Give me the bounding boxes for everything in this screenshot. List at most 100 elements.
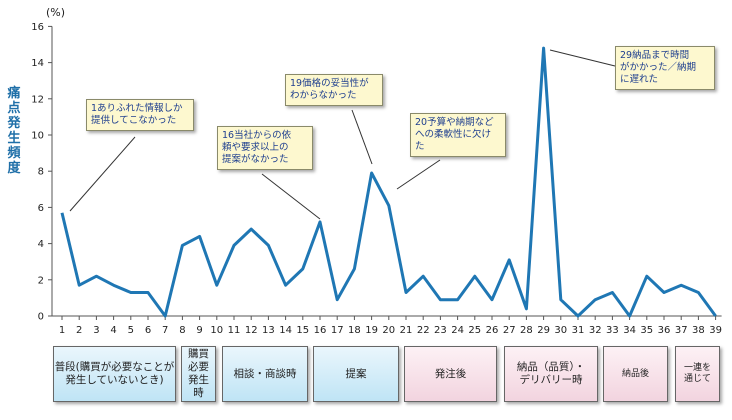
x-tick-label: 38 [692, 325, 705, 336]
x-tick-label: 34 [623, 325, 636, 336]
y-axis-label-char: 頻 [7, 146, 21, 161]
x-tick-label: 10 [210, 325, 223, 336]
callout-box: 19価格の妥当性が わからなかった [285, 74, 383, 106]
x-tick-label: 1 [59, 325, 65, 336]
x-tick-label: 6 [145, 325, 151, 336]
y-tick-label: 6 [38, 203, 44, 214]
x-tick-label: 29 [537, 325, 550, 336]
callout-text-line: 提案がなかった [222, 154, 289, 165]
leader-line [261, 173, 321, 220]
callout-text-line: に遅れた [620, 74, 659, 85]
x-tick-label: 20 [382, 325, 395, 336]
x-tick-label: 4 [110, 325, 116, 336]
callout-text-line: 1ありふれた情報しか [91, 103, 183, 114]
x-tick-label: 3 [93, 325, 99, 336]
x-tick-label: 26 [486, 325, 499, 336]
callout-text-line: 提供してこなかった [91, 115, 177, 126]
leader-line [69, 136, 136, 212]
x-tick-label: 39 [709, 325, 722, 336]
x-tick-label: 11 [228, 325, 241, 336]
callout-text-line: がかかった／納期 [620, 62, 697, 73]
y-tick-label: 2 [38, 275, 44, 286]
y-tick-label: 10 [31, 131, 44, 142]
x-tick-label: 23 [434, 325, 447, 336]
y-tick-label: 16 [31, 22, 44, 33]
y-axis-label-char: 生 [7, 131, 21, 146]
y-tick-label: 12 [31, 94, 44, 105]
callout-text-line: 頼や要求以上の [222, 142, 289, 153]
callout-text-line: た [415, 141, 425, 152]
stage-category-box: 一連を 通じて [675, 346, 720, 402]
y-tick-label: 4 [38, 239, 44, 250]
callout-text-line: への柔軟性に欠け [415, 129, 492, 140]
x-tick-labels: 1 2 3 4 5 6 7 8 9 10 11 12 13 14 15 16 17 18 19 20 21 22 23 24 2… [59, 325, 722, 336]
stage-category-label: 普段(購買が必要なことが 発生していないとき) [54, 361, 175, 386]
leader-line [351, 109, 373, 165]
callout-box: 20予算や納期など への柔軟性に欠けた [410, 113, 506, 157]
y-tick-label: 8 [38, 167, 44, 178]
callout-box: 29納品まで時間 がかかった／納期 に遅れた [615, 46, 715, 90]
x-tick-label: 28 [520, 325, 533, 336]
callout-text-line: わからなかった [290, 90, 357, 101]
x-tick-label: 8 [179, 325, 185, 336]
stage-category-box: 納品後 [603, 346, 668, 402]
y-unit-label: (%) [46, 6, 65, 19]
stage-category-label: 相談・商談時 [233, 367, 297, 380]
x-tick-label: 35 [640, 325, 653, 336]
x-tick-label: 13 [262, 325, 275, 336]
callout-leader-lines [69, 49, 616, 220]
x-tick-label: 15 [296, 325, 309, 336]
y-axis-label-char: 発 [7, 116, 21, 131]
callout-text-line: 16当社からの依 [222, 130, 292, 141]
x-tick-label: 33 [606, 325, 619, 336]
y-axis-label-char: 点 [7, 101, 21, 116]
x-tick-label: 27 [503, 325, 516, 336]
stage-category-box: 購買 必要 発生 時 [181, 346, 216, 402]
x-tick-label: 5 [128, 325, 134, 336]
callout-box: 16当社からの依 頼や要求以上の 提案がなかった [217, 126, 313, 170]
stage-category-label: 提案 [345, 367, 367, 380]
x-tick-label: 18 [348, 325, 361, 336]
stage-category-box: 納品（品質）・ デリバリー時 [504, 346, 598, 402]
x-tick-label: 36 [658, 325, 671, 336]
x-tick-label: 31 [572, 325, 585, 336]
stage-category-box: 発注後 [404, 346, 497, 402]
stage-category-label: 発注後 [434, 367, 467, 380]
x-tick-label: 30 [554, 325, 567, 336]
series-line [60, 46, 717, 318]
y-tick-label: 0 [38, 312, 44, 323]
x-tick-label: 2 [76, 325, 82, 336]
x-tick-label: 32 [589, 325, 602, 336]
x-tick-label: 16 [314, 325, 327, 336]
callout-text-line: 20予算や納期など [415, 117, 494, 128]
stage-category-label: 購買 必要 発生 時 [188, 348, 209, 399]
leader-line [396, 159, 441, 190]
x-tick-label: 14 [279, 325, 292, 336]
x-tick-label: 24 [451, 325, 464, 336]
x-tick-label: 22 [417, 325, 430, 336]
callout-text-line: 29納品まで時間 [620, 50, 690, 61]
stage-category-label: 納品（品質）・ デリバリー時 [516, 361, 586, 386]
y-tick-labels: 0 2 4 6 8 10 12 14 16 [31, 22, 44, 323]
stage-category-box: 普段(購買が必要なことが 発生していないとき) [53, 346, 176, 402]
x-tick-label: 7 [162, 325, 168, 336]
y-tick-label: 14 [31, 58, 44, 69]
stage-category-box: 提案 [313, 346, 399, 402]
x-tick-label: 37 [675, 325, 688, 336]
x-tick-label: 19 [365, 325, 378, 336]
x-tick-label: 9 [196, 325, 202, 336]
x-tick-label: 21 [400, 325, 413, 336]
stage-category-label: 一連を 通じて [683, 363, 711, 384]
y-axis-label: 痛点発生頻度 [6, 86, 22, 176]
stage-category-box: 相談・商談時 [222, 346, 308, 402]
callout-text-line: 19価格の妥当性が [290, 78, 369, 89]
x-tick-label: 12 [245, 325, 258, 336]
leader-line [549, 49, 616, 67]
y-axis-label-char: 痛 [7, 86, 21, 101]
stage-category-label: 納品後 [621, 368, 649, 379]
x-tick-label: 25 [468, 325, 481, 336]
x-tick-label: 17 [331, 325, 344, 336]
callout-box: 1ありふれた情報しか 提供してこなかった [86, 99, 194, 131]
y-axis-label-char: 度 [7, 161, 21, 176]
